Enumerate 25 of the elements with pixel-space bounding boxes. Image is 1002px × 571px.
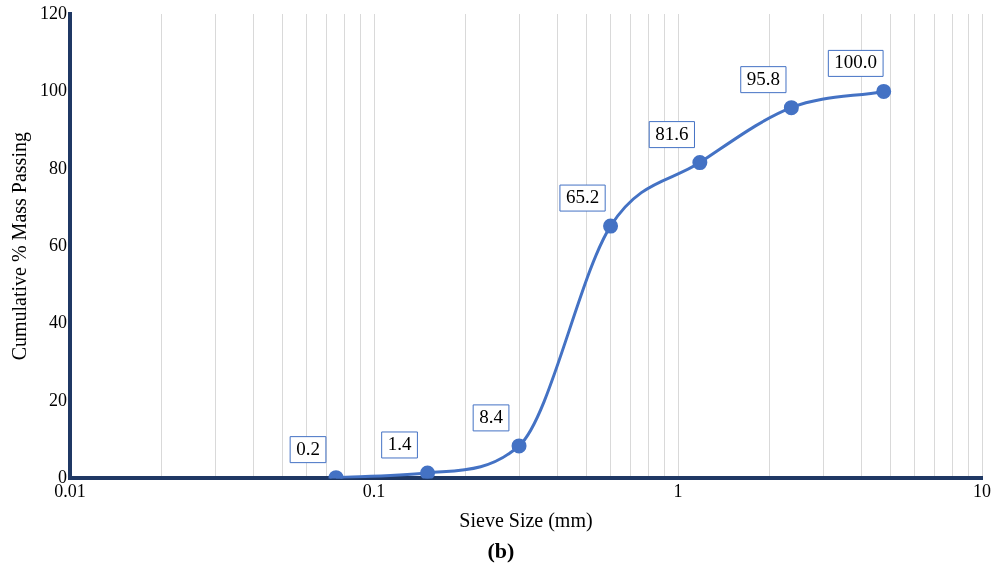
y-axis-title: Cumulative % Mass Passing (8, 132, 32, 361)
point (783, 100, 799, 116)
y-tick-label: 60 (49, 234, 67, 255)
y-tick-label: 80 (49, 157, 67, 178)
data-label: 65.2 (565, 186, 600, 208)
point (876, 83, 892, 99)
y-tick-label: 40 (49, 312, 67, 333)
point (420, 465, 436, 479)
data-label: 8.4 (479, 405, 504, 427)
data-label: 81.6 (655, 122, 689, 144)
x-tick-label: 0.1 (362, 480, 386, 501)
data-label: 95.8 (746, 67, 780, 89)
y-tick-label: 20 (49, 389, 67, 410)
x-tick-label: 1 (673, 480, 683, 501)
data-label: 0.2 (296, 437, 320, 459)
text: (b) (486, 538, 516, 564)
data-label: 100.0 (834, 51, 878, 73)
x-axis-title: Sieve Size (mm) (459, 509, 593, 533)
y-tick-label: 120 (40, 2, 67, 23)
point (603, 218, 619, 234)
point (692, 155, 708, 171)
y-tick-label: 100 (40, 80, 67, 101)
x-tick-label: 10 (973, 480, 991, 501)
data-label: 1.4 (387, 432, 412, 454)
point (511, 438, 527, 454)
